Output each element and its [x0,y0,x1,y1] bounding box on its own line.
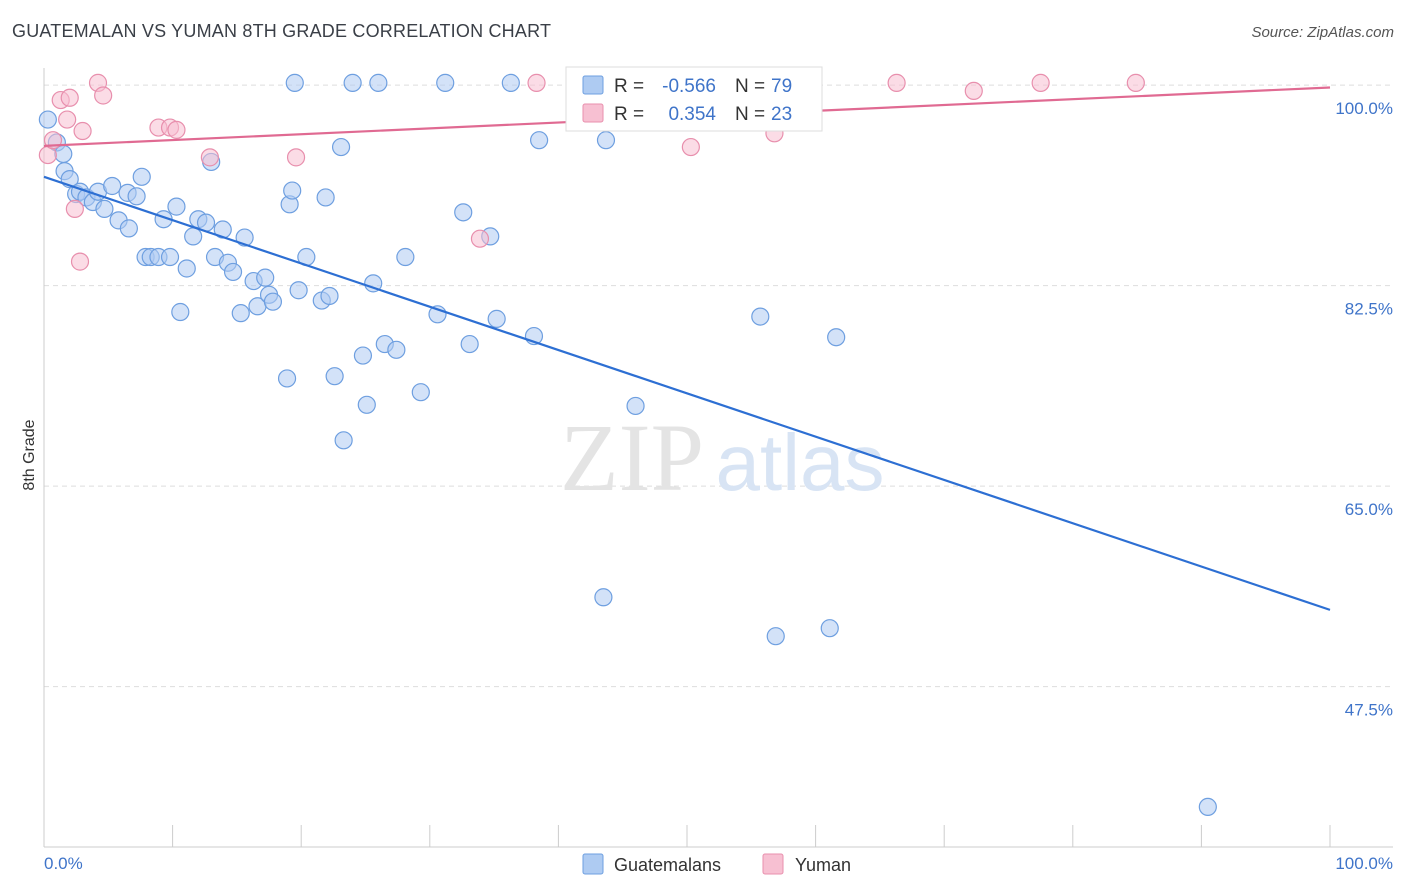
point-guatemalans [1198,797,1217,817]
legend-swatch-pink [582,103,604,123]
bottom-legend-label-guatemalans: Guatemalans [614,855,721,875]
point-guatemalans [325,367,344,386]
point-guatemalans [820,619,839,638]
point-guatemalans [256,268,275,287]
point-guatemalans [127,187,146,206]
point-yuman [286,148,306,167]
point-guatemalans [177,259,196,278]
point-guatemalans [436,73,455,92]
legend-n-value-2: 23 [771,104,792,125]
legend-r-label-1: R = [614,76,644,97]
point-guatemalans [454,203,473,222]
legend-swatch-blue [582,75,604,95]
point-guatemalans [331,137,351,157]
y-tick-label: 47.5% [1345,701,1393,720]
point-guatemalans [316,188,335,207]
point-yuman [964,81,983,101]
axes [43,68,1393,848]
source-label: Source: ZipAtlas.com [1251,24,1394,41]
point-guatemalans [38,110,57,129]
point-yuman [1031,73,1050,92]
point-guatemalans [353,346,373,365]
point-yuman [200,148,219,167]
point-guatemalans [263,292,283,311]
point-yuman [527,73,546,92]
watermark: ZIP atlas [560,404,884,511]
legend-n-label-1: N = [735,76,765,97]
point-guatemalans [369,73,388,92]
point-guatemalans [160,247,180,267]
legend-n-value-1: 79 [771,76,792,97]
legend-n-label-2: N = [735,104,765,125]
bottom-legend-swatch-pink [762,853,784,875]
point-yuman [1126,73,1145,92]
point-guatemalans [364,274,383,293]
legend-r-value-1: -0.566 [662,76,716,97]
point-yuman [94,86,113,105]
point-yuman [73,121,92,141]
point-yuman [470,229,490,248]
point-guatemalans [320,286,339,306]
point-guatemalans [411,383,430,402]
point-guatemalans [501,73,520,92]
point-guatemalans [343,73,362,92]
point-guatemalans [766,627,785,646]
point-guatemalans [223,262,243,282]
point-yuman [65,199,84,219]
point-yuman [887,73,906,92]
point-yuman [167,120,186,139]
point-guatemalans [751,307,770,326]
legend-r-value-2: 0.354 [668,104,716,125]
y-tick-label: 65.0% [1345,500,1393,519]
watermark-zip: ZIP [560,404,704,511]
y-tick-label: 82.5% [1345,300,1393,319]
point-guatemalans [596,131,616,150]
bottom-legend: Guatemalans Yuman [582,853,851,875]
point-guatemalans [387,340,406,359]
point-guatemalans [132,167,151,186]
point-guatemalans [594,588,613,607]
point-yuman [681,137,700,157]
x-tick-label-max: 100.0% [1335,854,1393,873]
point-yuman [60,88,79,107]
point-guatemalans [283,181,302,200]
point-guatemalans [827,328,846,347]
point-yuman [70,252,90,271]
y-axis-label: 8th Grade [21,419,38,490]
watermark-atlas: atlas [716,418,885,507]
point-guatemalans [289,281,308,300]
x-tick-label-min: 0.0% [44,854,83,873]
y-tick-labels: 47.5% 65.0% 82.5% 100.0% [1335,99,1393,719]
bottom-legend-label-yuman: Yuman [795,855,851,875]
point-guatemalans [119,219,138,238]
point-guatemalans [95,199,114,219]
chart-title: GUATEMALAN VS YUMAN 8TH GRADE CORRELATIO… [12,21,552,41]
point-guatemalans [285,73,304,92]
legend-r-label-2: R = [614,104,644,125]
trend-lines [43,86,1331,611]
point-guatemalans [277,369,297,388]
point-guatemalans [184,227,203,246]
point-guatemalans [460,334,479,354]
point-guatemalans [530,131,549,150]
point-guatemalans [396,247,415,267]
point-guatemalans [334,431,353,450]
point-guatemalans [231,304,250,323]
point-guatemalans [171,302,190,322]
point-guatemalans [357,395,376,414]
y-tick-label: 100.0% [1335,99,1393,118]
stats-legend-box [565,66,823,132]
trend-line-guatemalans [43,175,1331,611]
stats-legend: R = -0.566 N = 79 R = 0.354 N = 23 [565,66,823,132]
grid-lines [44,84,1393,688]
point-guatemalans [626,396,645,416]
point-guatemalans [103,176,122,196]
bottom-legend-swatch-blue [582,853,604,875]
point-yuman [58,110,77,129]
point-guatemalans [167,197,186,216]
point-guatemalans [487,309,506,328]
